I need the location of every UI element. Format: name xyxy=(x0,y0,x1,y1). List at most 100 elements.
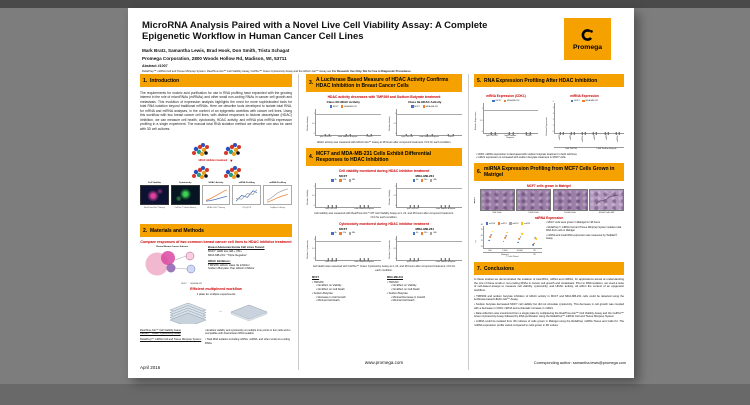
matrigel-image-2000 xyxy=(516,189,551,212)
column-divider-1 xyxy=(298,74,299,370)
column-divider-2 xyxy=(468,74,469,370)
section-7-number: 7. xyxy=(477,265,482,272)
treatment-label: HDAC inhibitor treatment xyxy=(198,159,228,162)
cell-lines-block: Clinical Breast Cancer Subsets MCF7 MDA-… xyxy=(140,246,292,285)
matrigel-bullet: miRNA and small RNA expression was measu… xyxy=(546,234,624,241)
chart-cytotox-mcf7: MCF7 4h 24h 48h Relative Cytotoxicity 0 0.5 1 1μ… xyxy=(306,227,381,264)
down-arrow-icon: ▼ xyxy=(229,157,234,163)
chart-cdk1-expression: MCF7 MDA-MB-231 Relative Expression 0 0.5 1 1μ… xyxy=(474,100,538,139)
product-bullet-rows: RealTime-Glo™ Cell Viability Assay CellT… xyxy=(140,329,292,345)
compare-heading: Compare responses of two common breast c… xyxy=(140,240,292,244)
cell-cluster-image-top xyxy=(192,143,241,156)
summary-item: No Effect on Cell Death xyxy=(387,288,456,291)
branch-label: miRNA Profiling xyxy=(269,181,286,184)
cdk1-heading: mRNA Expression (CDK1) xyxy=(486,94,526,98)
inhibitors-title: HDAC Inhibitors: xyxy=(208,259,231,264)
matrigel-image-40x xyxy=(589,189,624,212)
summary-item: Minimal Cell Death xyxy=(387,299,456,302)
chart-viability-mda: MDA-MB-231 4h 24h 48h Relative Viability 0 0.5… xyxy=(388,174,462,211)
summary-group-name: TMP269 xyxy=(312,281,381,284)
summary-item: Decrease in Cell Growth xyxy=(312,296,381,299)
matrigel-label: 10,000 Cells xyxy=(564,211,576,214)
cell-lines-text: Breast Adenocarcinoma Cell Lines Tested:… xyxy=(204,246,292,285)
matrigel-label: 2,000 Cells xyxy=(528,211,539,214)
conclusion-bullet: TMP269 and sodium butyrate inhibition of… xyxy=(474,295,624,302)
right-arrow-icon: → xyxy=(217,307,223,314)
promega-logo-word: Promega xyxy=(572,43,603,51)
summary-mda: MDA-MB-231 TMP269 No Effect on Viability… xyxy=(387,276,456,303)
summary-title: MDA-MB-231 xyxy=(387,275,403,279)
section-3-header: 3. A Luciferase Based Measure of HDAC Ac… xyxy=(306,74,462,92)
treatment-arrow-row: HDAC inhibitor treatment ▼ xyxy=(140,157,292,164)
section-3-title: A Luciferase Based Measure of HDAC Activ… xyxy=(316,77,449,89)
promega-logo-icon xyxy=(581,28,594,41)
panel-caption: TaqMan® Assay xyxy=(270,206,286,209)
matrigel-image-500 xyxy=(479,189,515,212)
matrigel-images: MCF7 xyxy=(474,189,624,212)
product-row: ReliaPrep™ miRNA Cell and Tissue Minipre… xyxy=(140,338,292,344)
chart-mirna-expression: MCF7 MDA-MB-231 Relative Expression 0 1 2 3 4 5 m… xyxy=(545,100,624,150)
column-2: 3. A Luciferase Based Measure of HDAC Ac… xyxy=(306,74,462,302)
desktop-top-band xyxy=(0,0,750,8)
poster-title: MicroRNA Analysis Paired with a Novel Li… xyxy=(142,20,522,42)
disclaimer-line: ReliaPrep™ miRNA Cell and Tissue Minipre… xyxy=(142,70,620,73)
hdac-activity-plot-image xyxy=(201,185,231,206)
summary-group-name: Sodium Butyrate xyxy=(312,292,381,295)
matrigel-chart-block: miR16 miR21 miR23 miR29 Cq 20 25 30 35 40 500 2,000… xyxy=(474,221,624,258)
summary-group-name: Sodium Butyrate xyxy=(387,292,456,295)
product-names: ReliaPrep™ miRNA Cell and Tissue Minipre… xyxy=(140,338,202,344)
matrigel-bullet: MCF7 cells were grown in Matrigel for 48… xyxy=(546,221,624,224)
summary-item: No Effect on Viability xyxy=(312,284,381,287)
poster-title-line1: MicroRNA Analysis Paired with a Novel Li… xyxy=(142,20,488,31)
cell-line-item: MDA-MB-231: "Triple Negative" xyxy=(208,252,248,257)
cytotox-heading: Cytotoxicity monitored during HDAC inhib… xyxy=(338,221,430,226)
summary-item: Minimal Decrease in Growth xyxy=(387,296,456,299)
venn-label-mda: MDA-MB-231 xyxy=(190,283,202,286)
product-name: ReliaPrep™ miRNA Cell and Tissue Minipre… xyxy=(140,338,202,342)
chart-class-2a-hdac: Class IIa HDAC Activity MCF7 MDA-MB-231 Rel… xyxy=(388,100,462,139)
mirna-heading: miRNA Expression xyxy=(570,94,599,98)
panel-caption: RT-qPCR xyxy=(242,206,252,209)
panel-caption: CellTox™ Green Assay xyxy=(174,206,196,209)
section-5-number: 5. xyxy=(477,77,482,84)
matrigel-row-label: MCF7 xyxy=(474,196,476,204)
cell-line-item: MCF7: HER low, ER+, PR+ xyxy=(208,248,243,253)
cell-lines-title: Breast Adenocarcinoma Cell Lines Tested: xyxy=(208,245,265,250)
abstract-number: Abstract #1007 xyxy=(142,63,168,68)
section-4-header: 4. MCF7 and MDA-MB-231 Cells Exhibit Dif… xyxy=(306,147,462,166)
expression-bullets: CDK1 mRNA expression is decreased with s… xyxy=(474,153,624,160)
branch-label: HDAC Activity xyxy=(208,181,224,184)
matrigel-bullet: ReliaPrep™ miRNA Cell and Tissue Minipre… xyxy=(546,226,624,233)
promega-website: www.promega.com xyxy=(364,360,404,365)
response-summary: MCF7 TMP269 No Effect on Viability No Ef… xyxy=(306,276,462,303)
chart-class-1-2-hdac: Class I/II HDAC Activity MCF7 MDA-MB-231 Re… xyxy=(306,100,381,139)
introduction-text: The requirements for nucleic acid purifi… xyxy=(140,91,292,131)
chart-matrigel-mirna: miR16 miR21 miR23 miR29 Cq 20 25 30 35 40 500 2,000… xyxy=(474,221,542,258)
matrigel-heading: MCF7 cells grown in Matrigel xyxy=(527,183,571,188)
venn-label-mcf7: MCF7 xyxy=(181,283,187,286)
viability-microscopy-image xyxy=(140,185,169,206)
inhibitor-item: Sodium Butyrate: Pan HDAC inhibitor xyxy=(208,266,255,271)
hdac-charts: Class I/II HDAC Activity MCF7 MDA-MB-231 Re… xyxy=(306,100,462,139)
section-3-number: 3. xyxy=(309,80,314,86)
product-name: CellTox™ Green Cytotoxicity Assay xyxy=(140,332,181,336)
viability-heading: Cell viability monitored during HDAC inh… xyxy=(338,168,430,173)
poster-title-line2: Epigenetic Workflow in Human Cancer Cell… xyxy=(142,31,364,43)
section-1-number: 1. xyxy=(143,77,148,84)
poster-authors: Mark Bratz, Samantha Lewis, Brad Hook, D… xyxy=(142,48,290,53)
branch-label: mRNA Profiling xyxy=(238,181,255,184)
venn-diagram: Clinical Breast Cancer Subsets MCF7 MDA-… xyxy=(140,246,204,285)
cytotoxicity-microscopy-image xyxy=(170,185,200,206)
disclaimer-bold: For Research Use Only. Not for Use in Di… xyxy=(331,69,412,73)
viability-caption: Cell viability was measured with RealTim… xyxy=(314,212,454,219)
viability-charts: MCF7 4h 24h 48h Relative Viability 0 0.5 1 1μM T… xyxy=(306,174,462,211)
plate-note: 1 plate for multiple experiments xyxy=(196,292,236,297)
expression-bullet: CDK1 mRNA expression is decreased with s… xyxy=(476,153,622,156)
chart-cytotox-mda: MDA-MB-231 4h 24h 48h Relative Cytotoxicity 0… xyxy=(388,227,462,264)
matrigel-image-10000 xyxy=(552,189,588,212)
chart-viability-mcf7: MCF7 4h 24h 48h Relative Viability 0 0.5 1 1μM T… xyxy=(306,174,381,211)
matrigel-mirna-heading: miRNA Expression xyxy=(534,215,564,220)
summary-item: No Effect on Viability xyxy=(387,284,456,287)
section-4-title: MCF7 and MDA-MB-231 Cells Exhibit Differ… xyxy=(316,150,432,163)
panel-caption: HDAC-Glo™ Assay xyxy=(206,206,225,209)
